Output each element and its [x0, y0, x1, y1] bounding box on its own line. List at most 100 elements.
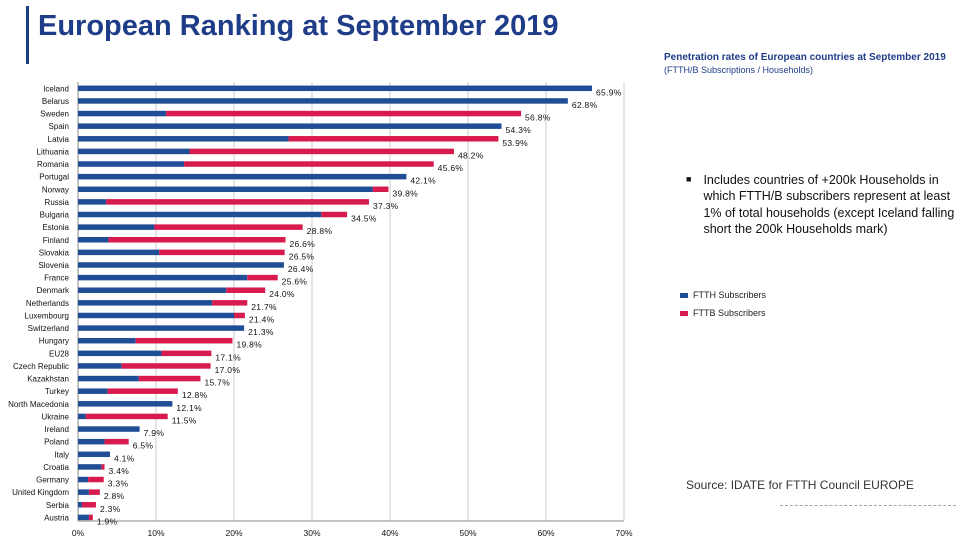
country-label: Ireland: [45, 425, 69, 434]
ftth-bar: [78, 274, 248, 281]
country-label: Croatia: [43, 463, 69, 472]
source-text: Source: IDATE for FTTH Council EUROPE: [686, 478, 914, 492]
inclusion-note: ■ Includes countries of +200k Households…: [686, 172, 956, 237]
value-label: 2.8%: [104, 491, 125, 501]
value-label: 26.4%: [288, 264, 314, 274]
ftth-bar: [78, 312, 234, 319]
ftth-bar: [78, 363, 122, 369]
value-label: 56.8%: [525, 113, 551, 123]
country-label: Romania: [37, 160, 70, 169]
fttb-bar: [88, 476, 104, 483]
country-label: Italy: [54, 450, 69, 459]
country-label: Spain: [49, 122, 69, 131]
country-label: Lithuania: [37, 147, 70, 156]
page-title: European Ranking at September 2019: [38, 10, 559, 42]
x-tick-label: 60%: [537, 528, 554, 538]
value-label: 12.1%: [176, 403, 202, 413]
ftth-bar: [78, 476, 89, 483]
value-label: 7.9%: [144, 428, 165, 438]
ftth-bar: [78, 325, 245, 331]
value-label: 1.9%: [97, 516, 118, 526]
ftth-bar: [78, 237, 109, 243]
value-label: 53.9%: [502, 138, 528, 148]
value-label: 45.6%: [438, 163, 464, 173]
ftth-bar: [78, 262, 284, 268]
fttb-bar: [104, 438, 129, 445]
chart-subtitle: (FTTH/B Subscriptions / Households): [664, 65, 814, 75]
x-tick-label: 30%: [303, 528, 320, 538]
fttb-bar: [81, 502, 96, 508]
value-label: 65.9%: [596, 87, 622, 97]
legend-label-ftth: FTTH Subscribers: [693, 290, 767, 300]
value-label: 19.8%: [236, 340, 262, 350]
fttb-bar: [88, 514, 93, 521]
country-label: Portugal: [39, 173, 69, 182]
fttb-bar: [212, 300, 248, 306]
value-label: 11.5%: [172, 415, 197, 425]
ftth-bar: [78, 502, 82, 508]
fttb-bar: [226, 287, 266, 293]
country-label: Netherlands: [26, 299, 69, 308]
country-label: Austria: [44, 513, 69, 522]
ftth-bar: [78, 337, 136, 344]
country-label: Norway: [42, 185, 69, 194]
value-label: 25.6%: [282, 277, 308, 287]
ftth-bar: [78, 413, 86, 420]
country-label: Poland: [44, 438, 69, 447]
value-label: 26.5%: [289, 251, 315, 261]
ftth-bar: [78, 489, 89, 495]
fttb-bar: [88, 489, 100, 495]
country-label: Switzerland: [28, 324, 69, 333]
value-label: 17.1%: [215, 352, 241, 362]
ftth-bar: [78, 199, 107, 205]
fttb-bar: [321, 211, 348, 218]
country-label: Germany: [36, 476, 69, 485]
country-label: Slovakia: [39, 248, 70, 257]
x-tick-label: 0%: [72, 528, 85, 538]
value-label: 48.2%: [458, 150, 484, 160]
country-label: Belarus: [42, 97, 69, 106]
ftth-bar: [78, 148, 190, 155]
country-label: Turkey: [45, 387, 69, 396]
ftth-bar: [78, 464, 102, 470]
ftth-bar: [78, 300, 213, 306]
value-label: 12.8%: [182, 390, 208, 400]
country-label: Russia: [45, 198, 70, 207]
value-label: 6.5%: [133, 441, 154, 451]
fttb-bar: [121, 363, 211, 369]
country-label: United Kingdom: [12, 488, 69, 497]
country-label: Estonia: [42, 223, 69, 232]
country-label: EU28: [49, 349, 70, 358]
ftth-bar: [78, 350, 162, 357]
fttb-bar: [372, 186, 389, 193]
country-label: Sweden: [40, 110, 69, 119]
fttb-bar: [247, 274, 278, 281]
square-bullet-icon: ■: [686, 174, 692, 184]
country-label: Kazakhstan: [27, 375, 69, 384]
ftth-bar: [78, 388, 108, 394]
fttb-bar: [159, 249, 285, 256]
value-label: 37.3%: [373, 201, 399, 211]
x-tick-label: 50%: [459, 528, 476, 538]
value-label: 15.7%: [204, 378, 230, 388]
ftth-bar: [78, 136, 289, 142]
country-label: Latvia: [48, 135, 70, 144]
legend-swatch-ftth: [680, 292, 688, 298]
value-label: 17.0%: [215, 365, 241, 375]
inclusion-note-text: Includes countries of +200k Households i…: [703, 173, 955, 236]
value-label: 21.4%: [249, 314, 275, 324]
title-accent-bar: [26, 6, 29, 64]
value-label: 54.3%: [506, 125, 532, 135]
country-label: Ukraine: [41, 412, 69, 421]
x-tick-label: 10%: [147, 528, 164, 538]
country-label: Iceland: [43, 84, 69, 93]
ftth-bar: [78, 123, 502, 129]
ftth-bar: [78, 249, 160, 256]
legend-item-fttb: FTTB Subscribers: [680, 306, 766, 320]
legend-swatch-fttb: [680, 310, 688, 316]
country-label: North Macedonia: [8, 400, 69, 409]
country-label: Finland: [43, 236, 69, 245]
fttb-bar: [161, 350, 212, 357]
country-label: Denmark: [37, 286, 70, 295]
